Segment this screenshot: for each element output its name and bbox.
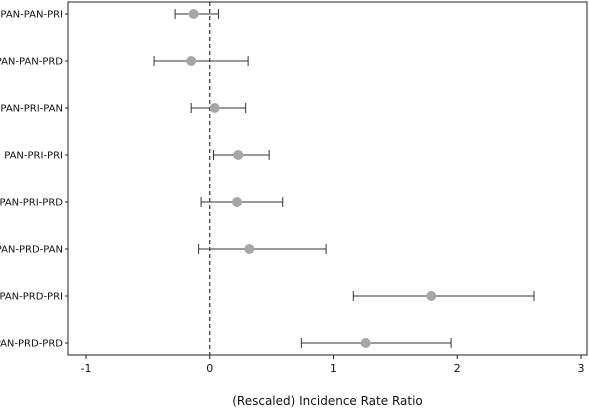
plot-frame <box>67 1 588 356</box>
y-tick-label: PAN-PRD-PRI <box>0 292 63 303</box>
x-tick-label: 0 <box>206 362 213 375</box>
y-tick-label: PAN-PRD-PRD <box>0 339 63 350</box>
y-axis-ticks <box>65 13 68 344</box>
x-tick-label: 2 <box>454 362 461 375</box>
x-tick-label: 1 <box>330 362 337 375</box>
y-tick-label: PAN-PRI-PAN <box>0 104 63 115</box>
x-axis-labels: -1 0 1 2 3 <box>81 362 585 375</box>
y-tick-label: PAN-PAN-PRD <box>0 57 63 68</box>
y-tick-label: PAN-PRD-PAN <box>0 245 63 256</box>
point-estimate <box>188 9 199 19</box>
point-estimates <box>186 9 437 348</box>
point-estimate <box>186 56 197 66</box>
x-axis-ticks <box>85 355 582 359</box>
confidence-intervals <box>153 9 535 348</box>
x-tick-label: -1 <box>81 362 92 375</box>
point-estimate <box>244 244 255 254</box>
y-axis-labels: PAN-PAN-PRI PAN-PAN-PRD PAN-PRI-PAN PAN-PRI… <box>0 10 63 350</box>
y-tick-label: PAN-PRI-PRI <box>4 151 63 162</box>
x-tick-label: 3 <box>578 362 585 375</box>
point-estimate <box>360 338 371 348</box>
point-estimate <box>231 197 242 207</box>
point-estimate <box>209 103 220 113</box>
y-tick-label: PAN-PRI-PRD <box>0 198 63 209</box>
y-tick-label: PAN-PAN-PRI <box>0 10 63 21</box>
point-estimate <box>233 150 244 160</box>
x-axis-title: (Rescaled) Incidence Rate Ratio <box>232 394 423 408</box>
point-estimate <box>426 291 437 301</box>
